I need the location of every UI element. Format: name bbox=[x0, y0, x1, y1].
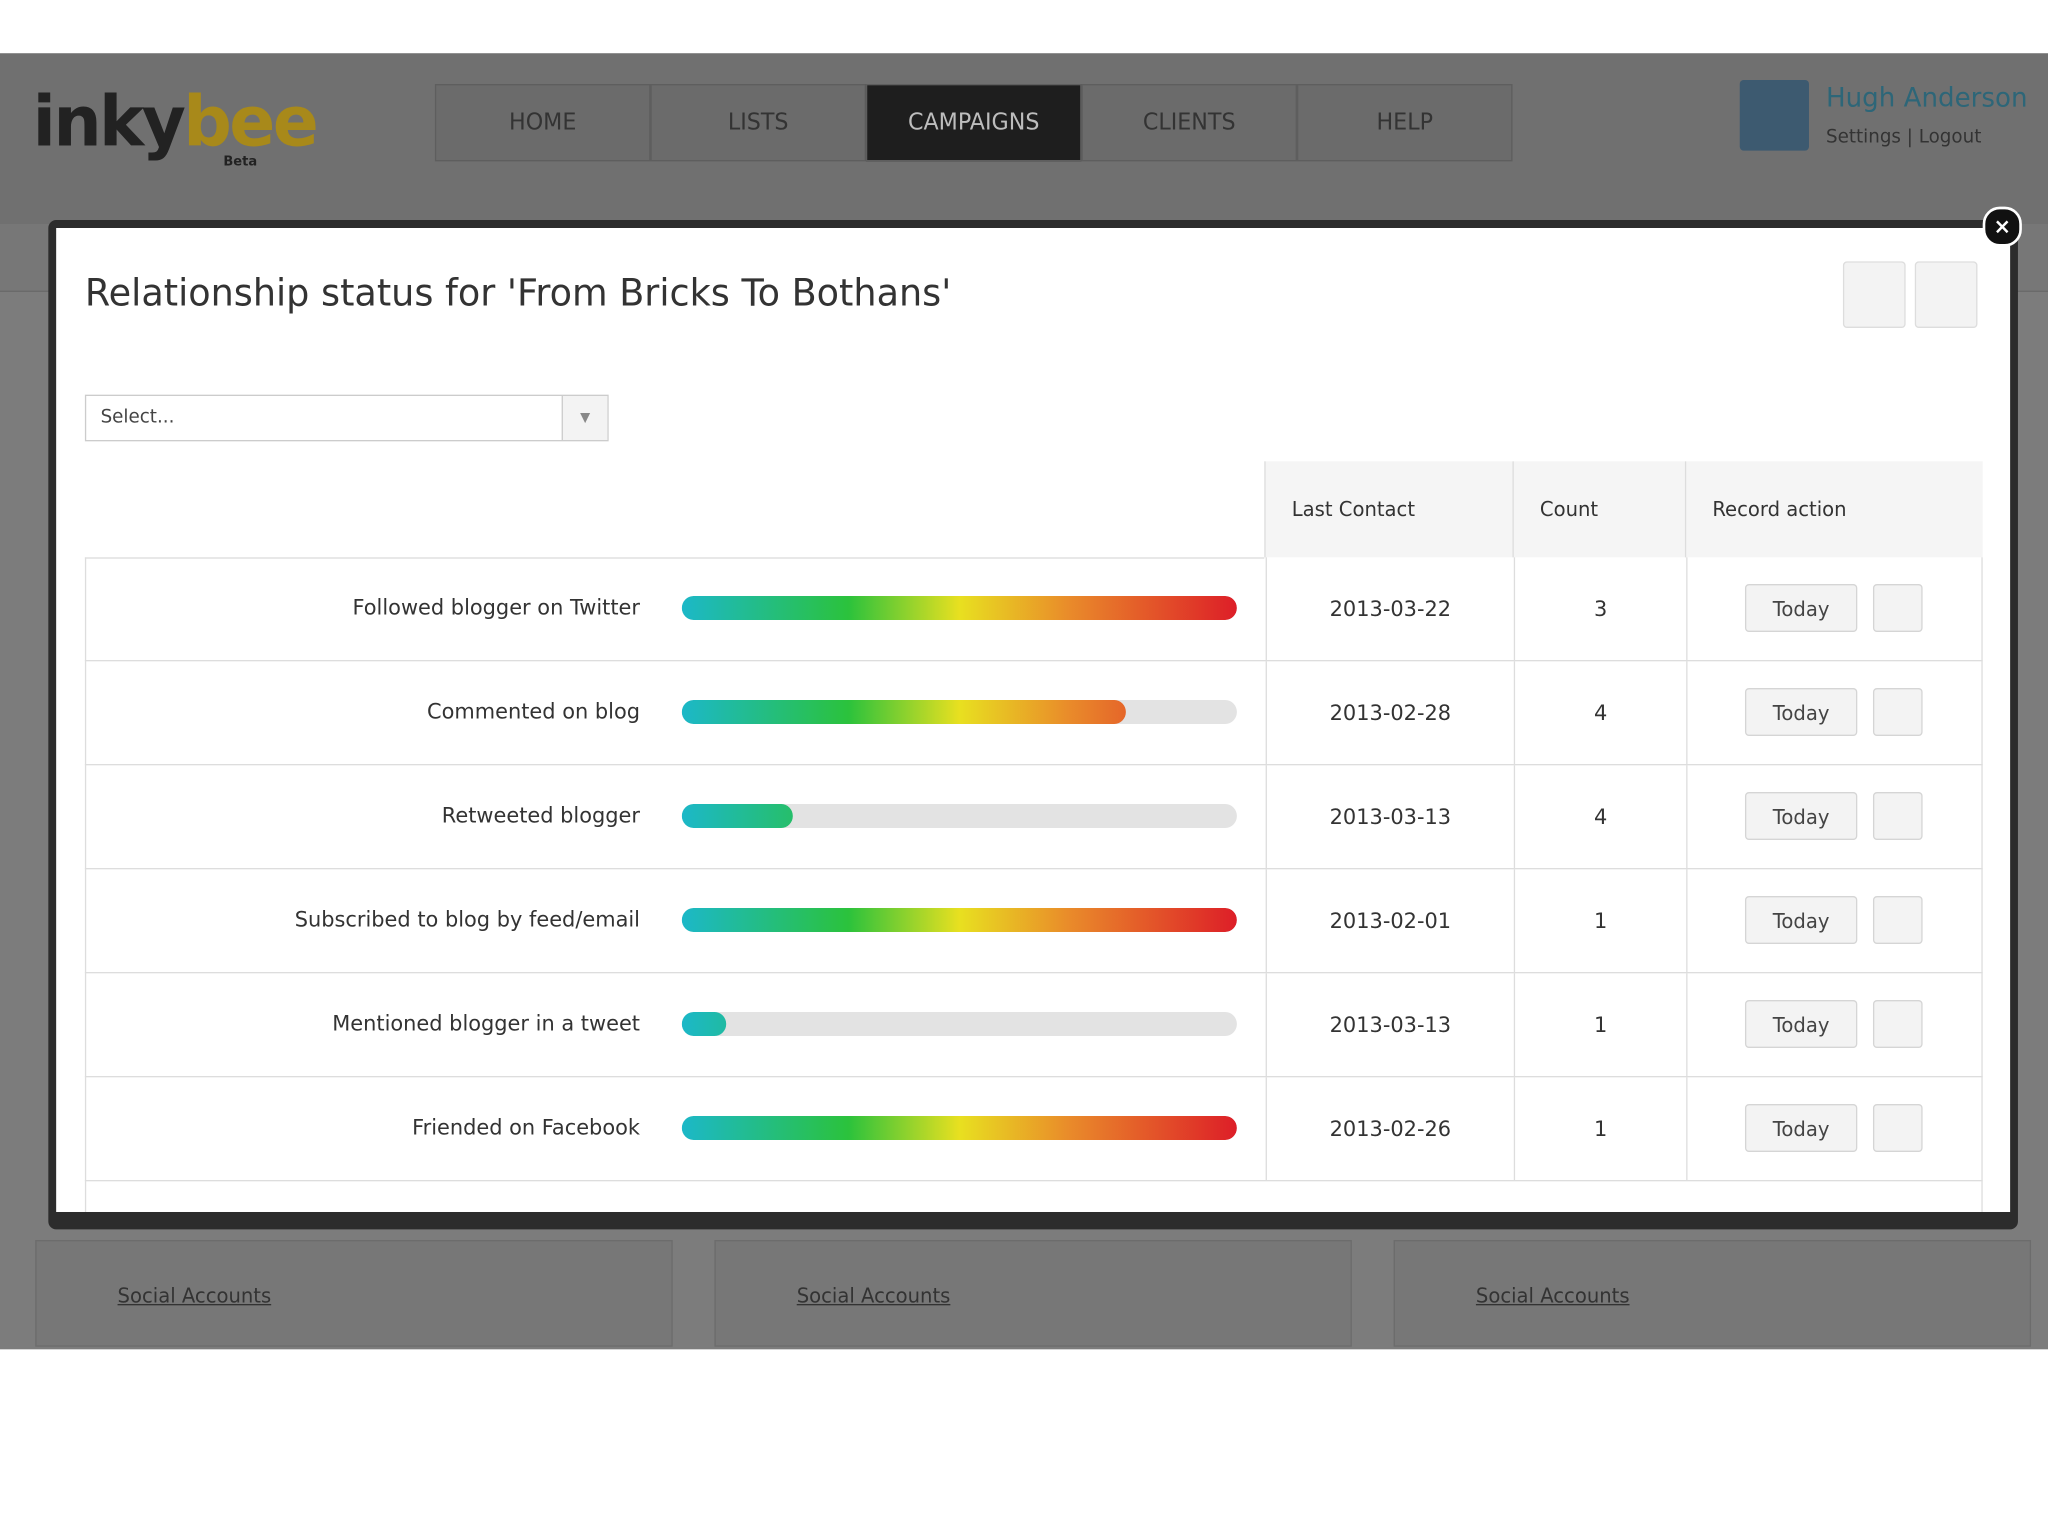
user-links: Settings | Logout bbox=[1826, 127, 1981, 148]
separator: | bbox=[1906, 126, 1913, 148]
progress-bar bbox=[681, 1115, 1237, 1140]
logo[interactable]: inkybee Beta bbox=[32, 82, 319, 170]
user-name[interactable]: Hugh Anderson bbox=[1825, 81, 2028, 114]
today-button[interactable]: Today bbox=[1744, 583, 1858, 632]
today-button[interactable]: Today bbox=[1744, 687, 1858, 736]
calendar-button[interactable] bbox=[1872, 583, 1923, 632]
progress-track bbox=[681, 699, 1237, 724]
count: 3 bbox=[1513, 557, 1686, 660]
calendar-button[interactable] bbox=[1872, 791, 1923, 840]
modal-title: Relationship status for 'From Bricks To … bbox=[84, 270, 952, 315]
progress-bar bbox=[681, 1011, 727, 1036]
progress-track bbox=[681, 1115, 1237, 1140]
select[interactable]: Select... ▼ bbox=[84, 394, 609, 442]
table-row: Friended on Facebook 2013-02-26 1 Today bbox=[84, 1077, 1984, 1182]
print-button[interactable] bbox=[1914, 261, 1978, 328]
progress-track bbox=[681, 595, 1237, 620]
settings-link[interactable]: Settings bbox=[1825, 126, 1901, 148]
close-button[interactable]: × bbox=[1982, 206, 2022, 247]
table-row: Commented on blog 2013-02-28 4 Today bbox=[84, 661, 1984, 766]
nav-item[interactable]: HELP bbox=[1296, 83, 1513, 162]
calendar-button[interactable] bbox=[1872, 687, 1923, 736]
today-button[interactable]: Today bbox=[1744, 895, 1858, 944]
progress-track bbox=[681, 803, 1237, 828]
today-button[interactable]: Today bbox=[1744, 999, 1858, 1048]
progress-track bbox=[681, 907, 1237, 932]
record-action: Today bbox=[1686, 661, 1984, 764]
record-action: Today bbox=[1686, 765, 1984, 868]
last-contact: 2013-03-22 bbox=[1265, 557, 1514, 660]
count: 1 bbox=[1513, 869, 1686, 972]
column-header: Last Contact bbox=[1264, 461, 1513, 558]
footer-panel: Social Accounts bbox=[1393, 1239, 2032, 1347]
social-accounts-link[interactable]: Social Accounts bbox=[796, 1283, 951, 1308]
action-label: Followed blogger on Twitter bbox=[352, 594, 640, 620]
record-action: Today bbox=[1686, 557, 1984, 660]
progress-bar bbox=[681, 803, 793, 828]
calendar-button[interactable] bbox=[1872, 999, 1923, 1048]
count: 1 bbox=[1513, 1077, 1686, 1180]
export-button[interactable] bbox=[1842, 261, 1906, 328]
avatar bbox=[1739, 79, 1809, 151]
social-accounts-link[interactable]: Social Accounts bbox=[1475, 1283, 1630, 1308]
record-action: Today bbox=[1686, 1077, 1984, 1180]
nav-item[interactable]: HOME bbox=[434, 83, 651, 162]
logo-text: inky bbox=[32, 82, 186, 163]
table-row bbox=[84, 1181, 1983, 1212]
modal: Relationship status for 'From Bricks To … bbox=[56, 227, 2011, 1212]
last-contact: 2013-02-28 bbox=[1265, 661, 1514, 764]
count: 1 bbox=[1513, 973, 1686, 1076]
last-contact: 2013-02-26 bbox=[1265, 1077, 1514, 1180]
logo-badge: Beta bbox=[223, 154, 258, 170]
progress-bar bbox=[681, 595, 1237, 620]
action-label: Subscribed to blog by feed/email bbox=[294, 906, 640, 932]
logo-text: bee bbox=[183, 82, 319, 163]
table-row: Mentioned blogger in a tweet 2013-03-13 1 T… bbox=[84, 973, 1984, 1078]
action-label: Mentioned blogger in a tweet bbox=[332, 1010, 640, 1036]
count: 4 bbox=[1513, 765, 1686, 868]
column-header: Record action bbox=[1684, 461, 1983, 558]
table-row: Followed blogger on Twitter 2013-03-22 3 To… bbox=[84, 557, 1984, 662]
nav-item[interactable]: CAMPAIGNS bbox=[865, 83, 1082, 162]
progress-bar bbox=[681, 699, 1126, 724]
social-accounts-link[interactable]: Social Accounts bbox=[117, 1283, 272, 1308]
footer-panel: Social Accounts bbox=[714, 1239, 1352, 1347]
table-row: Subscribed to blog by feed/email 2013-02-… bbox=[84, 869, 1984, 974]
action-label: Commented on blog bbox=[427, 698, 640, 724]
progress-bar bbox=[681, 907, 1237, 932]
column-header: Count bbox=[1512, 461, 1685, 558]
calendar-button[interactable] bbox=[1872, 895, 1923, 944]
table-header-blank bbox=[84, 557, 1265, 559]
today-button[interactable]: Today bbox=[1744, 791, 1858, 840]
last-contact: 2013-03-13 bbox=[1265, 973, 1514, 1076]
nav-item[interactable]: LISTS bbox=[650, 83, 866, 162]
record-action: Today bbox=[1686, 973, 1984, 1076]
count: 4 bbox=[1513, 661, 1686, 764]
table-row: Retweeted blogger 2013-03-13 4 Today bbox=[84, 765, 1984, 870]
calendar-button[interactable] bbox=[1872, 1103, 1923, 1152]
select-placeholder: Select... bbox=[100, 406, 175, 428]
record-action: Today bbox=[1686, 869, 1984, 972]
footer-panel: Social Accounts bbox=[35, 1239, 673, 1347]
action-label: Friended on Facebook bbox=[412, 1114, 640, 1140]
today-button[interactable]: Today bbox=[1744, 1103, 1858, 1152]
last-contact: 2013-03-13 bbox=[1265, 765, 1514, 868]
logout-link[interactable]: Logout bbox=[1918, 126, 1982, 148]
nav-item[interactable]: CLIENTS bbox=[1081, 83, 1297, 162]
action-label: Retweeted blogger bbox=[441, 802, 640, 828]
progress-track bbox=[681, 1011, 1237, 1036]
last-contact: 2013-02-01 bbox=[1265, 869, 1514, 972]
